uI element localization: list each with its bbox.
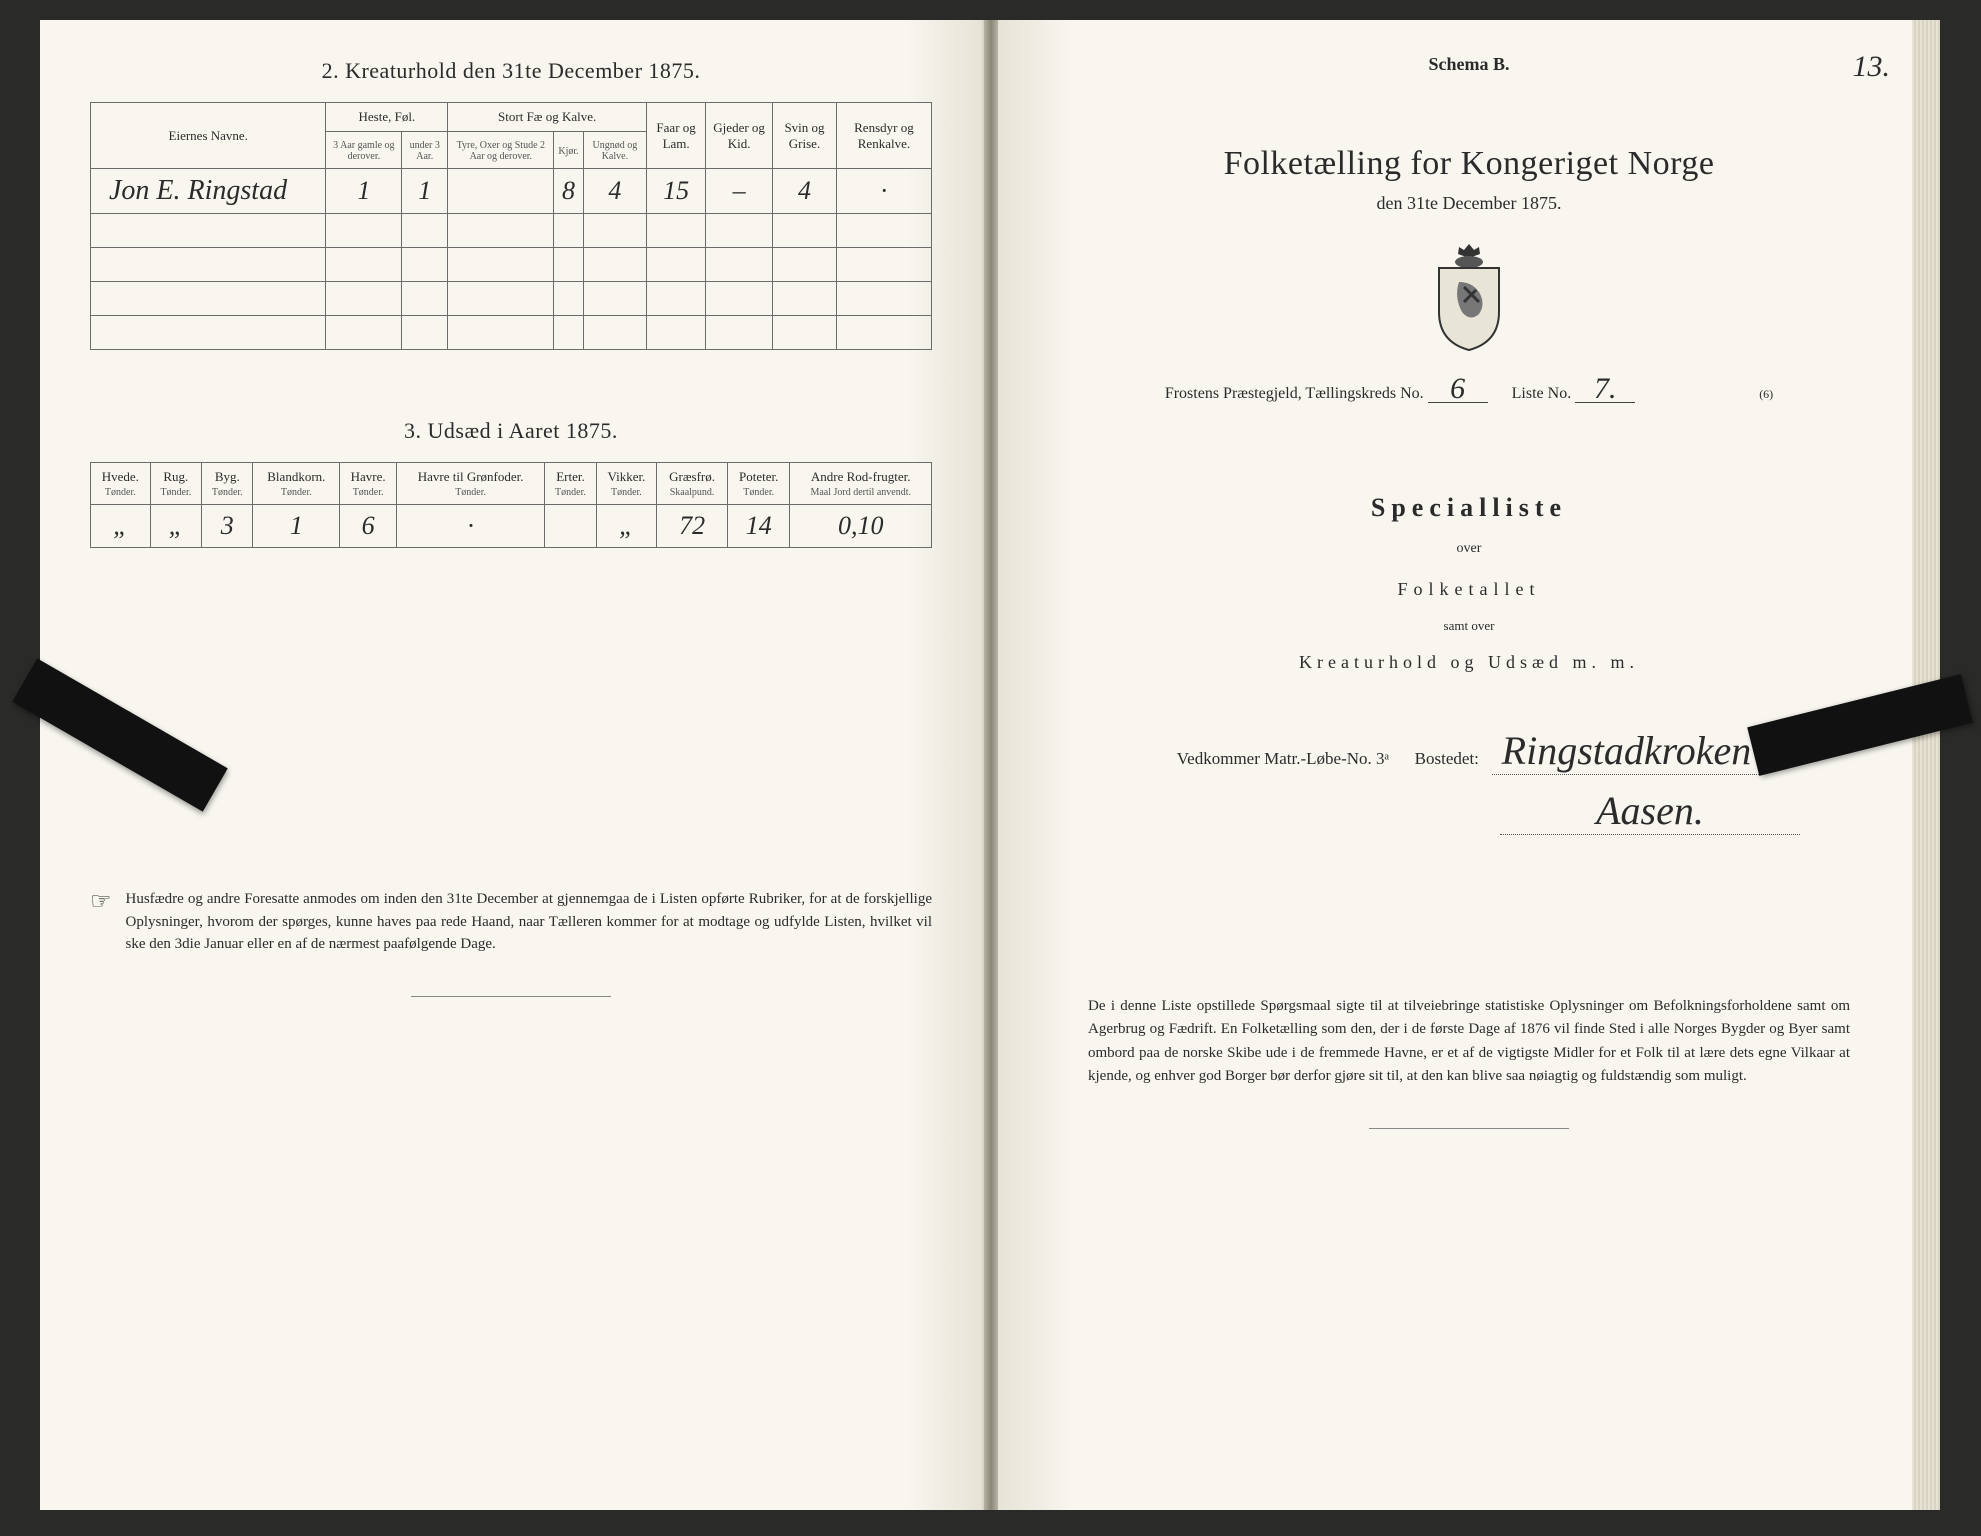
kreatur-label: Kreaturhold og Udsæd m. m. [1048,652,1890,673]
udsaed-table: Hvede.Tønder. Rug.Tønder. Byg.Tønder. Bl… [90,462,932,548]
pointing-hand-icon: ☞ [90,890,112,956]
table-row: Jon E. Ringstad 1 1 8 4 15 – 4 · [91,169,932,214]
c-hvede: Hvede.Tønder. [91,463,151,505]
col-heste-b: under 3 Aar. [402,132,448,169]
c-vikker: Vikker.Tønder. [596,463,657,505]
c-graes: Græsfrø.Skaalpund. [657,463,728,505]
v-poteter: 14 [728,505,790,548]
cell-heste-b: 1 [402,169,448,214]
samt-label: samt over [1048,618,1890,634]
page-number: 13. [1853,50,1891,84]
cell-gjeder: – [706,169,773,214]
col-stort-group: Stort Fæ og Kalve. [448,103,647,132]
specialliste-heading: Specialliste [1048,493,1890,523]
v-havregron: · [397,505,545,548]
section3-title: 3. Udsæd i Aaret 1875. [90,418,932,444]
col-stort-a: Tyre, Oxer og Stude 2 Aar og derover. [448,132,554,169]
c-erter: Erter.Tønder. [545,463,596,505]
col-gjeder: Gjeder og Kid. [706,103,773,169]
table-row [91,214,932,248]
v-vikker: „ [596,505,657,548]
c-bland: Blandkorn.Tønder. [253,463,340,505]
v-hvede: „ [91,505,151,548]
cell-faar: 15 [647,169,706,214]
v-rug: „ [150,505,201,548]
table-row [91,316,932,350]
kreaturhold-table: Eiernes Navne. Heste, Føl. Stort Fæ og K… [90,102,932,350]
col-heste-group: Heste, Føl. [326,103,448,132]
v-bland: 1 [253,505,340,548]
col-name: Eiernes Navne. [91,103,326,169]
c-poteter: Poteter.Tønder. [728,463,790,505]
col-stort-c: Ungnød og Kalve. [583,132,646,169]
schema-label: Schema B. [1048,54,1890,75]
cell-heste-a: 1 [326,169,402,214]
census-title: Folketælling for Kongeriget Norge [1048,145,1890,183]
folketallet-label: Folketallet [1048,579,1890,600]
right-footnote: De i denne Liste opstillede Spørgsmaal s… [1048,995,1890,1088]
col-ren: Rensdyr og Renkalve. [836,103,931,169]
liste-label: Liste No. [1512,385,1572,402]
bostedet-value-2: Aasen. [1500,787,1800,835]
col-stort-b: Kjør. [554,132,583,169]
c-rug: Rug.Tønder. [150,463,201,505]
footnote-text: Husfædre og andre Foresatte anmodes om i… [126,888,932,956]
table-row [91,282,932,316]
census-subtitle: den 31te December 1875. [1048,193,1890,214]
v-havre: 6 [340,505,397,548]
col-svin: Svin og Grise. [773,103,837,169]
matr-label: Vedkommer Matr.-Løbe-No. [1177,749,1372,768]
over-label: over [1048,541,1890,557]
bostedet-label: Bostedet: [1415,749,1479,768]
kreds-paren: (6) [1759,387,1773,402]
divider [1369,1128,1569,1129]
table-row: „ „ 3 1 6 · „ 72 14 0,10 [91,505,932,548]
cell-ren: · [836,169,931,214]
col-faar: Faar og Lam. [647,103,706,169]
c-havre: Havre.Tønder. [340,463,397,505]
cell-stort-c: 4 [583,169,646,214]
page-edge [1912,20,1940,1510]
district-line: Frostens Præstegjeld, Tællingskreds No. … [1048,375,1890,403]
c-havregron: Havre til Grønfoder.Tønder. [397,463,545,505]
left-footnote: ☞ Husfædre og andre Foresatte anmodes om… [90,888,932,956]
coat-of-arms-icon [1048,242,1890,357]
bostedet-value-1: Ringstadkroken [1492,727,1762,775]
book-spine [984,20,998,1510]
col-heste-a: 3 Aar gamle og derover. [326,132,402,169]
v-byg: 3 [202,505,253,548]
table-row [91,248,932,282]
cell-stort-a [448,169,554,214]
cell-svin: 4 [773,169,837,214]
v-andre: 0,10 [790,505,932,548]
matr-no: 3ᵃ [1376,749,1389,768]
right-page: Schema B. 13. Folketælling for Kongerige… [998,20,1940,1510]
binder-clip-left [12,658,228,811]
kreds-no: 6 [1428,375,1488,403]
c-byg: Byg.Tønder. [202,463,253,505]
section2-title: 2. Kreaturhold den 31te December 1875. [90,58,932,84]
liste-no: 7. [1575,375,1635,403]
left-page: 2. Kreaturhold den 31te December 1875. E… [40,20,984,1510]
v-erter [545,505,596,548]
cell-name: Jon E. Ringstad [91,169,326,214]
book-spread: 2. Kreaturhold den 31te December 1875. E… [40,20,1940,1510]
praestegjeld-label: Frostens Præstegjeld, Tællingskreds No. [1165,385,1424,402]
divider [411,996,611,997]
cell-stort-b: 8 [554,169,583,214]
c-andre: Andre Rod-frugter.Maal Jord dertil anven… [790,463,932,505]
v-graes: 72 [657,505,728,548]
